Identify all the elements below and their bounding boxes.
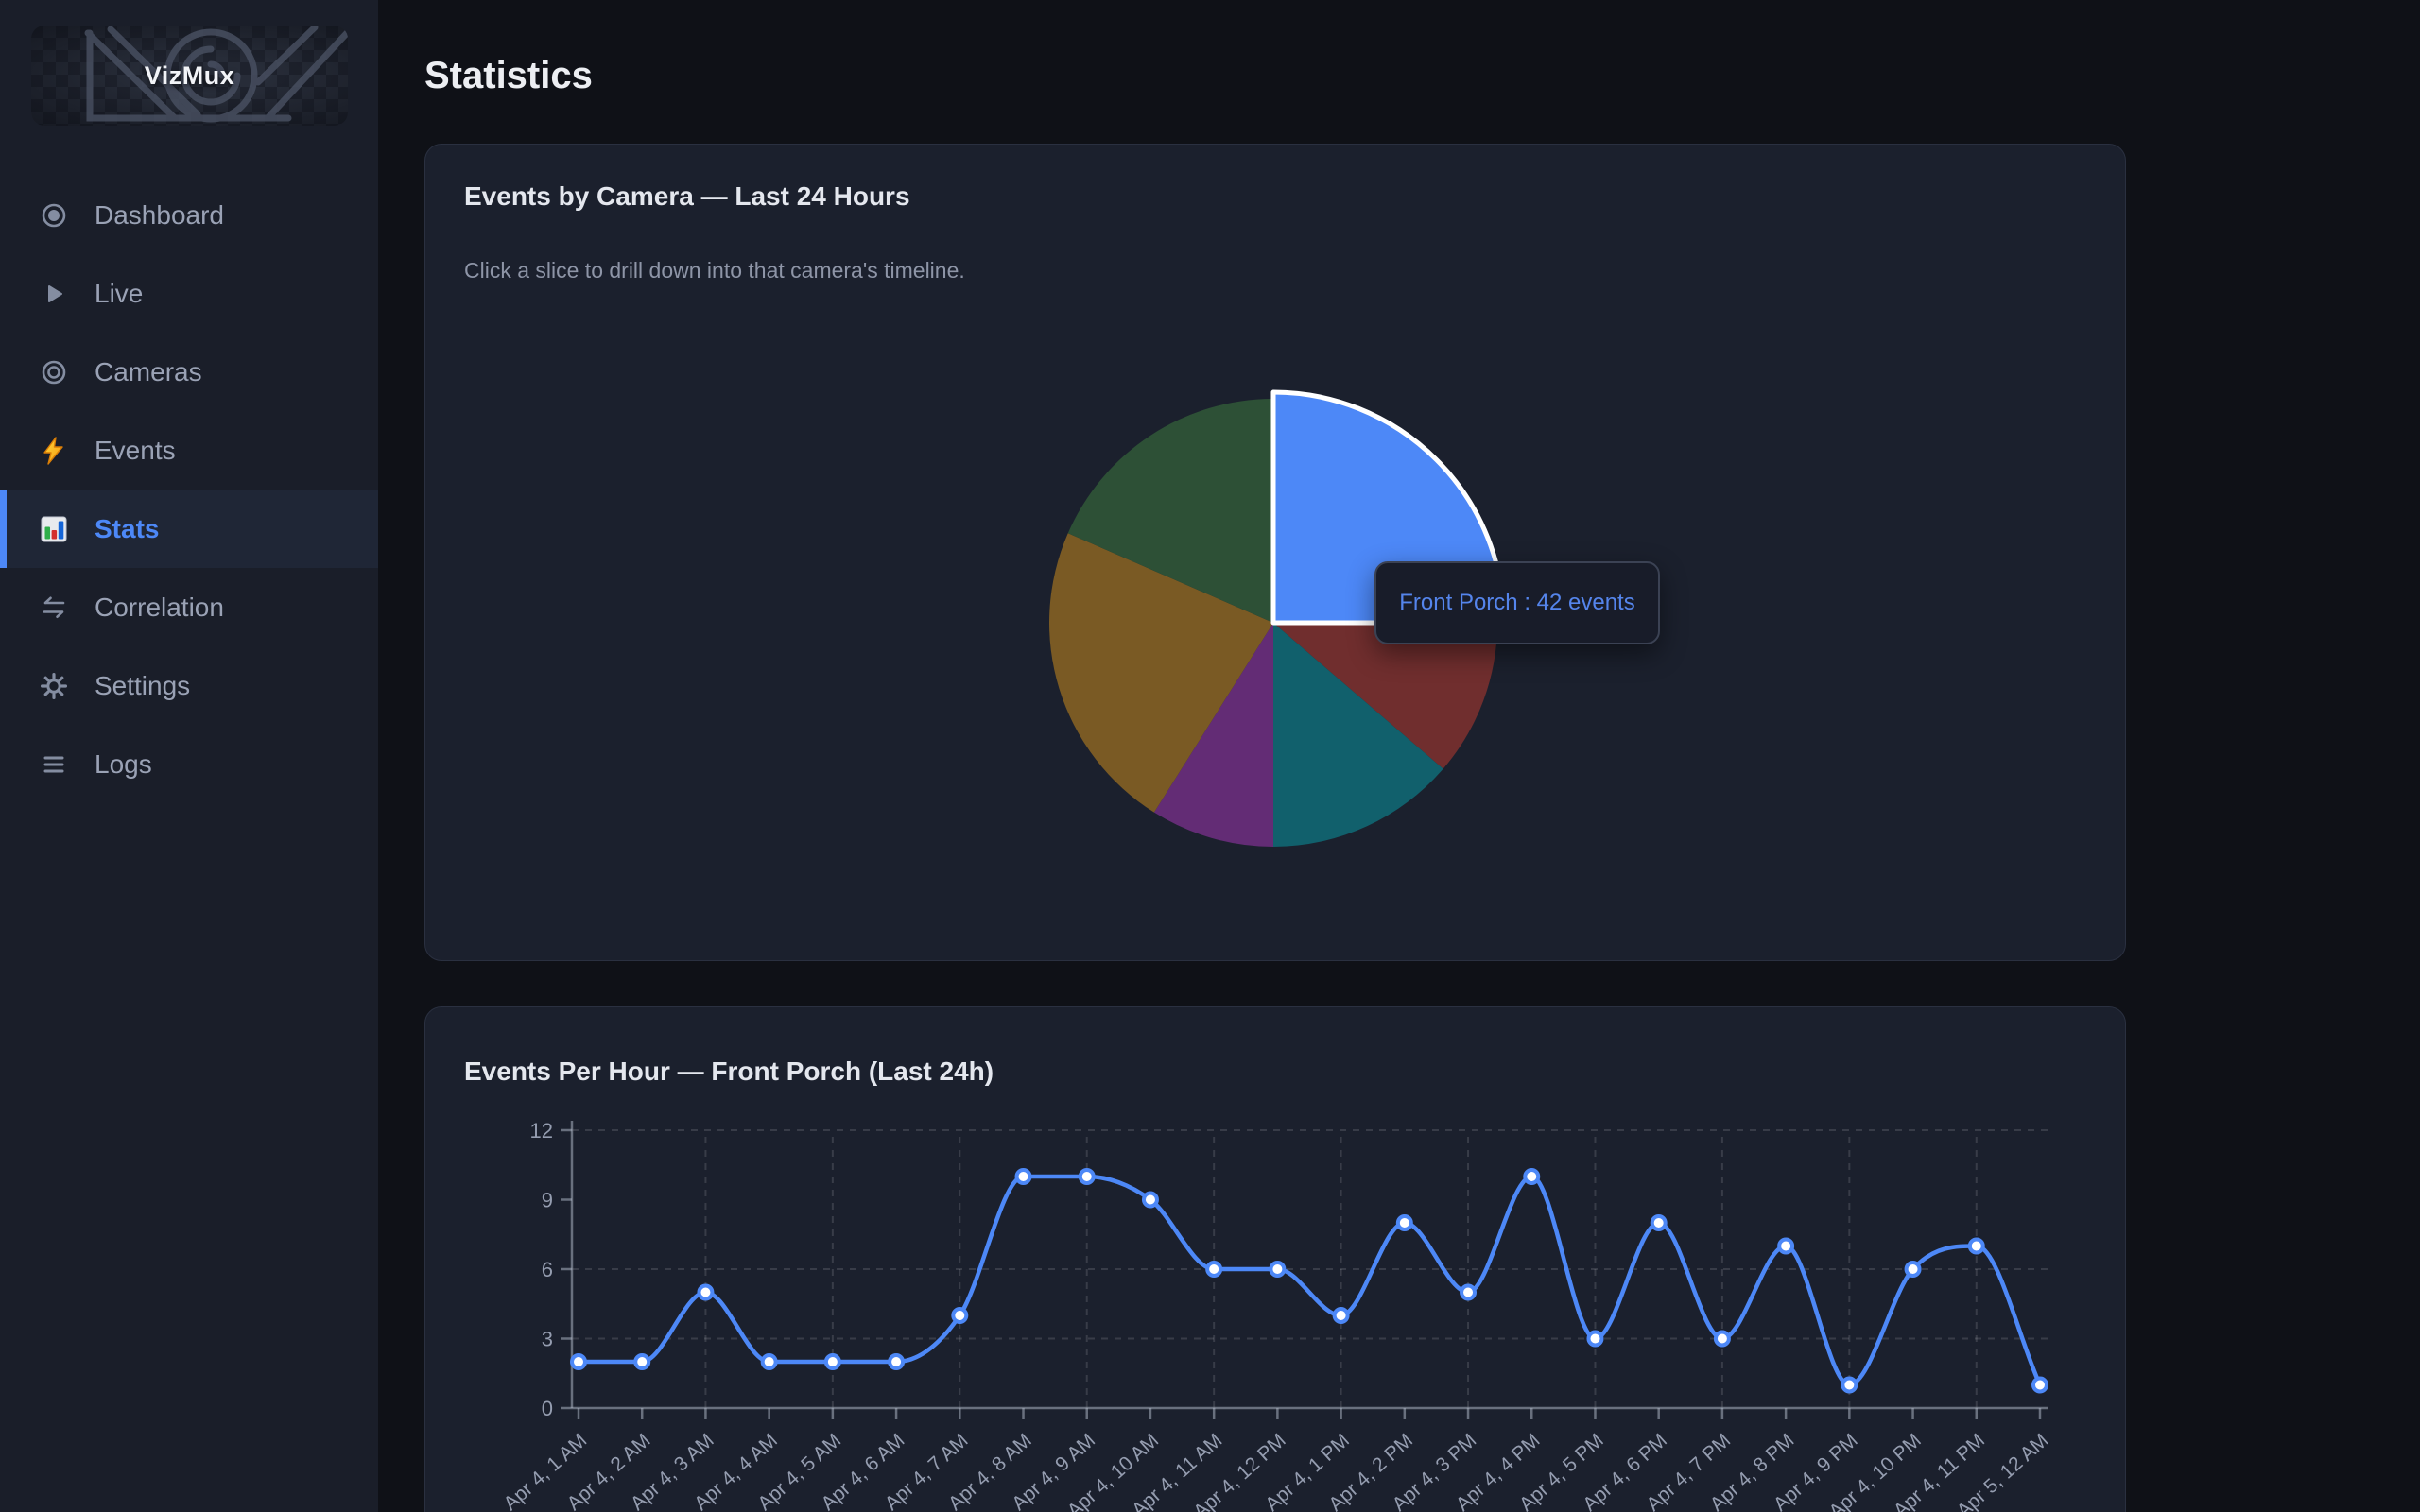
sidebar-item-correlation[interactable]: Correlation (0, 568, 378, 646)
line-point-21[interactable] (1904, 1261, 1922, 1278)
sidebar-item-dashboard[interactable]: Dashboard (0, 176, 378, 254)
pie-card: Events by Camera — Last 24 Hours Click a… (424, 144, 2126, 961)
sidebar-item-live[interactable]: Live (0, 254, 378, 333)
line-point-22[interactable] (1967, 1237, 1985, 1255)
pie-slice-4[interactable] (1048, 533, 1273, 813)
app-name: VizMux (144, 60, 235, 90)
sidebar: VizMux Dashboard Live Cameras (0, 0, 378, 1512)
line-point-18[interactable] (1713, 1330, 1731, 1348)
sidebar-nav: Dashboard Live Cameras Event (0, 176, 378, 803)
sidebar-item-label: Logs (95, 748, 152, 779)
sidebar-item-logs[interactable]: Logs (0, 725, 378, 803)
line-point-1[interactable] (633, 1353, 651, 1370)
correlation-icon (38, 593, 70, 623)
line-point-20[interactable] (1841, 1376, 1858, 1394)
logs-icon (38, 749, 70, 780)
line-card-title: Events Per Hour — Front Porch (Last 24h) (464, 1057, 994, 1086)
line-point-0[interactable] (570, 1353, 587, 1370)
sidebar-item-label: Live (95, 278, 144, 308)
line-point-5[interactable] (888, 1353, 906, 1370)
line-point-2[interactable] (697, 1283, 715, 1301)
page-title: Statistics (424, 55, 593, 96)
line-point-4[interactable] (823, 1353, 841, 1370)
line-point-12[interactable] (1332, 1307, 1350, 1324)
line-point-9[interactable] (1141, 1191, 1159, 1209)
dashboard-icon (38, 200, 70, 231)
y-axis-tick-label: 6 (542, 1258, 553, 1281)
line-point-17[interactable] (1650, 1214, 1668, 1231)
sidebar-item-label: Dashboard (95, 199, 224, 230)
logo-art (84, 26, 348, 123)
app-logo[interactable]: VizMux (31, 26, 348, 126)
pie-slice-1[interactable] (1273, 623, 1497, 769)
pie-slice-5[interactable] (1067, 399, 1273, 623)
y-axis-tick-label: 3 (542, 1328, 553, 1351)
settings-icon (38, 671, 70, 701)
stats-icon (38, 514, 70, 544)
sidebar-item-settings[interactable]: Settings (0, 646, 378, 725)
line-point-23[interactable] (2031, 1376, 2048, 1394)
live-icon (38, 279, 70, 309)
line-point-6[interactable] (951, 1307, 969, 1324)
pie-slice-2[interactable] (1273, 623, 1443, 847)
pie-card-title: Events by Camera — Last 24 Hours (464, 181, 910, 211)
line-point-11[interactable] (1269, 1261, 1287, 1278)
events-icon (38, 436, 70, 466)
line-card: Events Per Hour — Front Porch (Last 24h)… (424, 1006, 2126, 1512)
sidebar-item-label: Events (95, 435, 176, 465)
sidebar-item-stats[interactable]: Stats (0, 490, 378, 568)
line-point-16[interactable] (1586, 1330, 1604, 1348)
y-axis-tick-label: 12 (530, 1119, 553, 1143)
main-content: Statistics Events by Camera — Last 24 Ho… (378, 0, 2420, 1512)
y-axis-tick-label: 0 (542, 1397, 553, 1420)
line-point-13[interactable] (1395, 1214, 1413, 1231)
line-point-8[interactable] (1078, 1168, 1096, 1185)
sidebar-item-cameras[interactable]: Cameras (0, 333, 378, 411)
pie-tooltip: Front Porch : 42 events (1374, 561, 1660, 644)
pie-slice-3[interactable] (1153, 623, 1273, 847)
cameras-icon (38, 357, 70, 387)
line-point-3[interactable] (760, 1353, 778, 1370)
line-point-15[interactable] (1523, 1168, 1541, 1185)
sidebar-item-label: Correlation (95, 592, 224, 622)
sidebar-item-label: Settings (95, 670, 191, 700)
line-point-7[interactable] (1014, 1168, 1032, 1185)
line-point-19[interactable] (1777, 1237, 1795, 1255)
pie-card-subtitle: Click a slice to drill down into that ca… (464, 258, 965, 283)
line-point-14[interactable] (1460, 1283, 1478, 1301)
sidebar-item-events[interactable]: Events (0, 411, 378, 490)
y-axis-tick-label: 9 (542, 1189, 553, 1212)
line-point-10[interactable] (1205, 1261, 1223, 1278)
sidebar-item-label: Stats (95, 513, 160, 543)
sidebar-item-label: Cameras (95, 356, 202, 387)
